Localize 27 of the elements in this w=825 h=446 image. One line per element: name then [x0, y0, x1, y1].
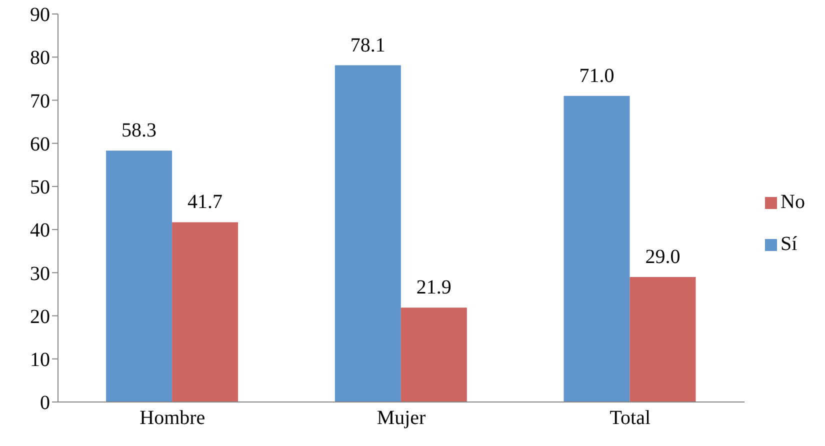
data-label: 41.7 — [188, 191, 223, 214]
y-tick-label: 80 — [30, 47, 50, 70]
bar — [400, 308, 467, 402]
data-label: 78.1 — [350, 34, 386, 56]
legend-label: No — [780, 191, 805, 213]
y-tick-label: 10 — [30, 348, 50, 371]
x-tick-label: Hombre — [140, 407, 206, 430]
x-tick-label: Mujer — [376, 407, 426, 430]
y-tick-label: 40 — [30, 220, 50, 242]
data-label: 71.0 — [579, 64, 614, 87]
bar — [106, 150, 172, 402]
y-tick-label: 70 — [30, 90, 50, 112]
data-label: 29.0 — [645, 246, 680, 268]
y-tick-label: 60 — [30, 133, 50, 156]
data-label: 58.3 — [122, 120, 157, 142]
y-tick-label: 20 — [30, 306, 50, 328]
bar — [172, 222, 238, 402]
x-tick-label: Total — [610, 407, 651, 430]
y-tick-label: 90 — [30, 4, 50, 26]
data-label: 21.9 — [416, 276, 452, 299]
bar — [564, 96, 630, 402]
bar — [334, 65, 401, 402]
legend-label: Sí — [780, 233, 798, 255]
y-tick-label: 30 — [30, 262, 50, 285]
y-tick-label: 0 — [40, 392, 50, 414]
bar — [630, 276, 696, 402]
y-tick-label: 50 — [30, 176, 50, 199]
